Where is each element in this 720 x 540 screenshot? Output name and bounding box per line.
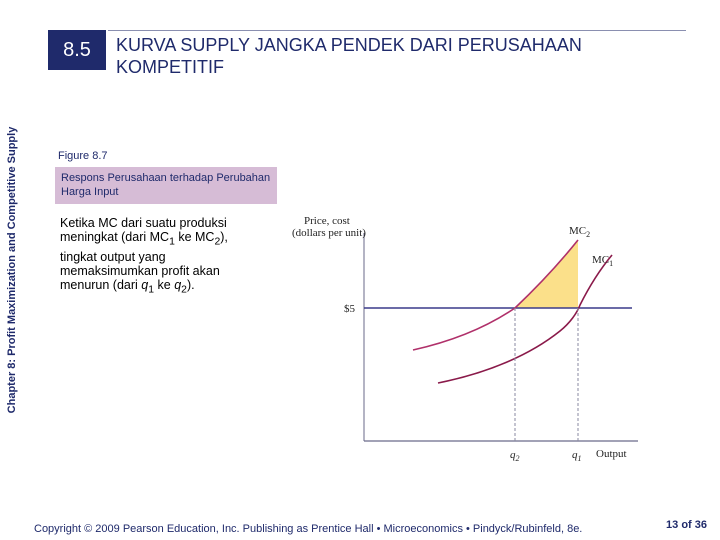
body-part1: Ketika MC dari suatu produksi meningkat … xyxy=(60,216,227,244)
y-axis-label-line1: Price, cost xyxy=(304,215,350,227)
body-text: Ketika MC dari suatu produksi meningkat … xyxy=(60,216,260,297)
body-q2: q xyxy=(174,277,182,292)
chapter-side-label-text: Chapter 8: Profit Maximization and Compe… xyxy=(6,126,18,414)
body-q1-sub: 1 xyxy=(148,284,155,295)
body-part4: ke xyxy=(154,277,175,292)
q1-label-text: q xyxy=(572,449,578,461)
slide-title: KURVA SUPPLY JANGKA PENDEK DARI PERUSAHA… xyxy=(116,35,582,77)
y-axis-label-line2: (dollars per unit) xyxy=(292,227,366,239)
section-number-box: 8.5 xyxy=(48,30,106,70)
body-sub1: 1 xyxy=(169,236,175,248)
page-of: of xyxy=(681,519,692,531)
q2-label: q2 xyxy=(510,449,520,463)
mc1-label-text: MC xyxy=(592,254,609,266)
page-total: 36 xyxy=(694,519,708,531)
body-q1: q xyxy=(141,277,149,292)
body-part5: ). xyxy=(186,277,195,292)
chapter-side-label: Chapter 8: Profit Maximization and Compe… xyxy=(2,0,22,540)
body-sub2: 2 xyxy=(214,236,221,248)
body-part3: ), tingkat output yang memaksimumkan pro… xyxy=(60,230,228,292)
mc-shift-diagram: Price, cost (dollars per unit) $5 Output… xyxy=(292,215,638,463)
mc1-label: MC1 xyxy=(592,254,613,268)
q1-label: q1 xyxy=(572,449,582,463)
page-current: 13 xyxy=(666,519,679,531)
price-label: $5 xyxy=(344,303,356,315)
page-number: 13 of 36 xyxy=(666,519,707,531)
section-number: 8.5 xyxy=(63,38,91,61)
figure-caption: Respons Perusahaan terhadap Perubahan Ha… xyxy=(55,167,277,204)
mc2-label: MC2 xyxy=(569,225,590,239)
shaded-area xyxy=(515,240,578,308)
body-part2: ke MC xyxy=(174,230,215,244)
q2-label-text: q xyxy=(510,449,516,461)
q2-label-sub: 2 xyxy=(516,454,520,463)
x-axis-label: Output xyxy=(596,448,627,460)
title-divider xyxy=(108,30,686,31)
mc1-curve xyxy=(437,254,613,384)
q1-label-sub: 1 xyxy=(578,454,582,463)
copyright-footer: Copyright © 2009 Pearson Education, Inc.… xyxy=(34,523,583,535)
figure-label: Figure 8.7 xyxy=(58,150,108,162)
mc2-label-sub: 2 xyxy=(586,230,590,239)
mc1-label-sub: 1 xyxy=(609,259,613,268)
body-q2-sub: 2 xyxy=(181,284,187,295)
mc2-label-text: MC xyxy=(569,225,586,237)
